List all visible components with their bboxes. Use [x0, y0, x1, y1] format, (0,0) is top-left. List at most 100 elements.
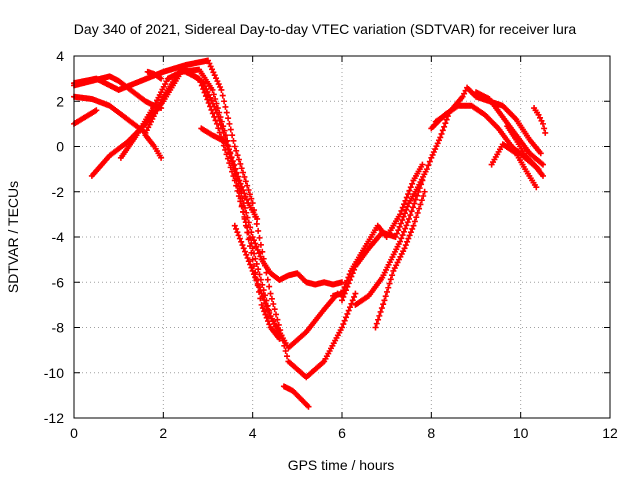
data-point [249, 267, 256, 274]
data-point [225, 146, 232, 153]
data-point [240, 169, 247, 176]
data-point [250, 237, 257, 244]
data-series-20 [504, 123, 546, 179]
data-point [254, 246, 261, 253]
data-point [352, 290, 359, 297]
data-point [216, 117, 223, 124]
data-point [233, 147, 240, 154]
data-point [234, 229, 241, 236]
data-point [398, 235, 405, 242]
data-point [238, 190, 245, 197]
data-point [242, 222, 249, 229]
data-point [259, 305, 266, 312]
data-point [284, 353, 291, 360]
data-point [224, 155, 231, 162]
data-point [399, 217, 406, 224]
data-point [242, 248, 249, 255]
data-point [343, 314, 350, 321]
data-point [222, 103, 229, 110]
data-point [243, 251, 250, 258]
data-point [233, 225, 240, 232]
data-point [253, 277, 260, 284]
data-point [351, 266, 358, 273]
data-point [234, 152, 241, 159]
x-tick-label: 10 [513, 425, 529, 441]
data-point [262, 300, 269, 307]
data-point [252, 240, 259, 247]
data-point [233, 170, 240, 177]
data-series-13 [339, 109, 453, 304]
data-point [537, 114, 544, 121]
data-point [256, 284, 263, 291]
data-point [540, 172, 546, 179]
data-point [257, 287, 264, 294]
data-point [220, 129, 227, 136]
data-point [244, 182, 251, 189]
data-point [202, 93, 209, 100]
data-point [398, 207, 405, 214]
data-point [261, 308, 268, 315]
data-point [351, 293, 358, 300]
data-point [219, 125, 226, 132]
data-point [344, 283, 351, 290]
data-point [537, 150, 544, 157]
data-point [540, 120, 546, 127]
data-point [223, 109, 230, 116]
data-point [396, 223, 403, 230]
data-point [226, 150, 233, 157]
data-point [222, 138, 229, 145]
data-point [243, 209, 250, 216]
data-point [226, 120, 233, 127]
data-point [406, 232, 413, 239]
data-point [348, 273, 355, 280]
data-point [343, 287, 350, 294]
data-point [409, 225, 416, 232]
data-point [256, 234, 263, 241]
data-point [400, 228, 407, 235]
data-point [218, 86, 225, 93]
y-tick-label: -8 [52, 320, 65, 336]
data-point [403, 194, 410, 201]
y-tick-label: 0 [56, 139, 64, 155]
data-point [406, 187, 413, 194]
data-point [236, 235, 243, 242]
data-point [416, 205, 423, 212]
data-point [282, 347, 289, 354]
data-point [241, 173, 248, 180]
data-point [401, 210, 408, 217]
data-point [235, 180, 242, 187]
data-point [533, 184, 540, 191]
data-point [245, 258, 252, 265]
data-point [407, 212, 414, 219]
data-point [256, 250, 263, 257]
data-point [244, 214, 251, 221]
data-point [400, 213, 407, 220]
data-point [275, 321, 282, 328]
data-series-6 [117, 66, 261, 222]
data-point [408, 208, 415, 215]
data-point [443, 116, 450, 123]
data-point [250, 271, 257, 278]
data-point [380, 301, 387, 308]
data-point [264, 318, 271, 325]
y-tick-label: -6 [52, 274, 65, 290]
data-point [245, 187, 252, 194]
data-point [229, 158, 236, 165]
data-point [235, 156, 242, 163]
data-point [385, 284, 392, 291]
data-point [410, 222, 417, 229]
data-point [235, 232, 242, 239]
data-point [411, 218, 418, 225]
data-point [212, 95, 219, 102]
data-point [401, 245, 408, 252]
data-point [404, 203, 411, 210]
data-points [71, 57, 549, 410]
data-point [264, 306, 271, 313]
data-point [377, 308, 384, 315]
data-point [268, 295, 275, 302]
data-point [375, 316, 382, 323]
x-tick-label: 2 [159, 425, 167, 441]
data-point [418, 197, 425, 204]
data-point [209, 110, 216, 117]
